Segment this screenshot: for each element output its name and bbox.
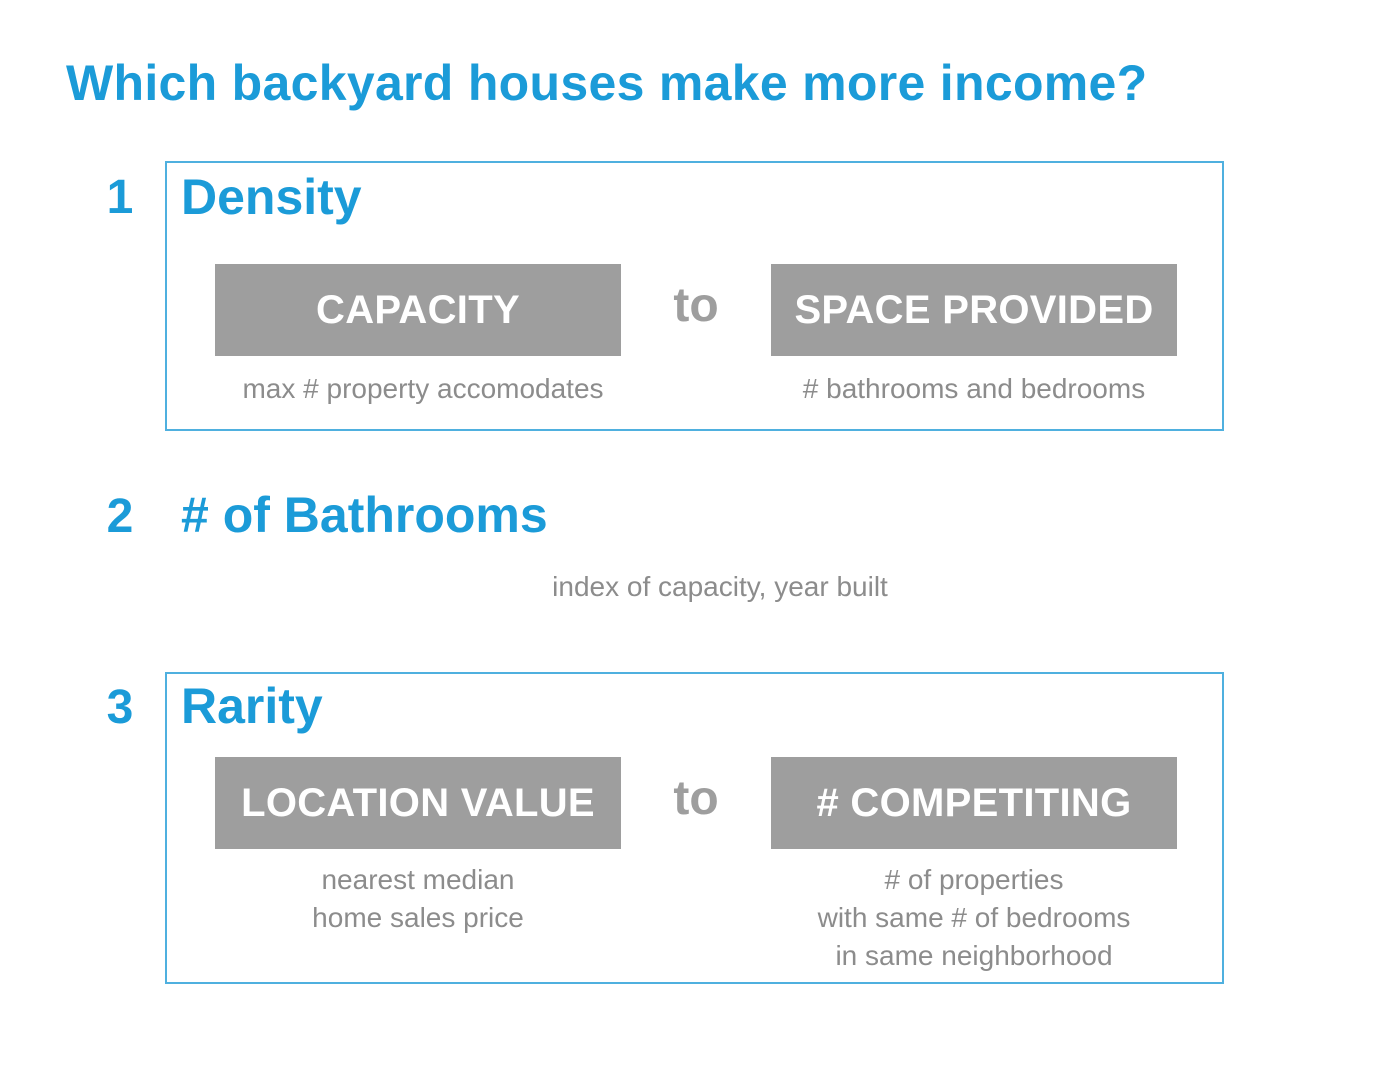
space-provided-box: SPACE PROVIDED xyxy=(771,264,1177,356)
connector-to-rarity: to xyxy=(673,772,719,825)
location-value-description-line-1: nearest median xyxy=(321,864,515,895)
location-value-description-line-2: home sales price xyxy=(312,902,524,933)
capacity-box: CAPACITY xyxy=(215,264,621,356)
competiting-description: # of properties with same # of bedrooms … xyxy=(719,861,1229,975)
competiting-box: # COMPETITING xyxy=(771,757,1177,849)
connector-to-density: to xyxy=(673,279,719,332)
section-number-bathrooms: 2 xyxy=(106,490,134,543)
location-value-description: nearest median home sales price xyxy=(168,861,668,937)
section-frame-rarity xyxy=(165,672,1224,984)
section-number-rarity: 3 xyxy=(106,681,134,734)
section-number-density: 1 xyxy=(106,171,134,224)
space-provided-description: # bathrooms and bedrooms xyxy=(719,370,1229,408)
location-value-box: LOCATION VALUE xyxy=(215,757,621,849)
page-title: Which backyard houses make more income? xyxy=(66,55,1148,111)
section-heading-rarity: Rarity xyxy=(181,678,323,734)
section-frame-density xyxy=(165,161,1224,431)
section-heading-bathrooms: # of Bathrooms xyxy=(181,487,548,543)
competiting-description-line-3: in same neighborhood xyxy=(835,940,1113,971)
space-provided-description-line: # bathrooms and bedrooms xyxy=(802,373,1146,404)
bathrooms-description: index of capacity, year built xyxy=(552,571,888,602)
competiting-description-line-1: # of properties xyxy=(884,864,1064,895)
competiting-description-line-2: with same # of bedrooms xyxy=(817,902,1131,933)
section-heading-density: Density xyxy=(181,169,362,225)
capacity-description-line: max # property accomodates xyxy=(242,373,604,404)
capacity-description: max # property accomodates xyxy=(168,370,678,408)
